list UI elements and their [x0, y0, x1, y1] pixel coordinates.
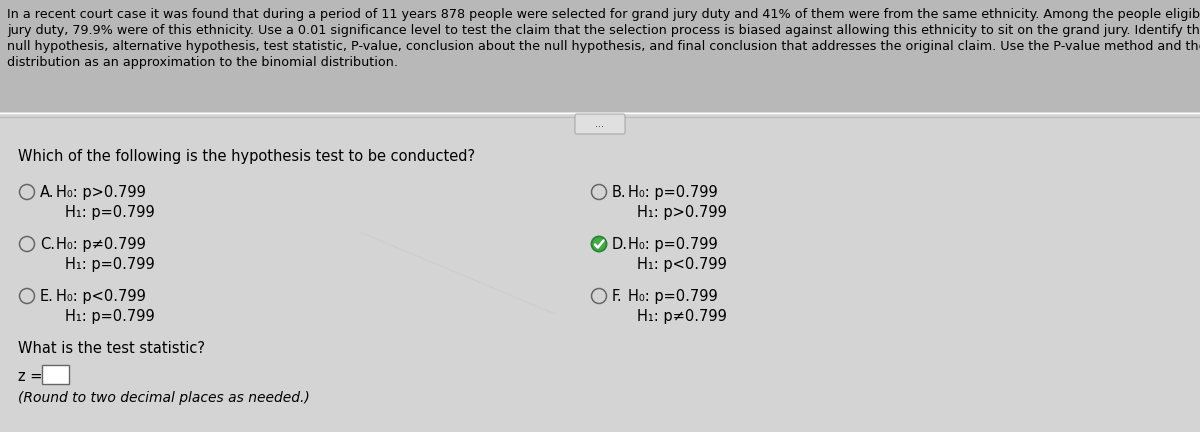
Text: In a recent court case it was found that during a period of 11 years 878 people : In a recent court case it was found that… [7, 8, 1200, 21]
Text: A.: A. [40, 185, 54, 200]
Circle shape [19, 236, 35, 251]
Circle shape [19, 289, 35, 304]
Text: D.: D. [612, 237, 628, 252]
Text: E.: E. [40, 289, 54, 304]
Text: H₀: p=0.799: H₀: p=0.799 [628, 185, 718, 200]
Text: H₁: p>0.799: H₁: p>0.799 [637, 205, 727, 220]
Text: H₁: p<0.799: H₁: p<0.799 [637, 257, 727, 272]
FancyBboxPatch shape [0, 113, 1200, 432]
Text: H₀: p=0.799: H₀: p=0.799 [628, 237, 718, 252]
Text: C.: C. [40, 237, 55, 252]
Text: H₁: p≠0.799: H₁: p≠0.799 [637, 309, 727, 324]
Text: (Round to two decimal places as needed.): (Round to two decimal places as needed.) [18, 391, 310, 405]
Circle shape [592, 289, 606, 304]
Circle shape [19, 184, 35, 200]
Text: H₀: p<0.799: H₀: p<0.799 [56, 289, 146, 304]
Text: H₁: p=0.799: H₁: p=0.799 [65, 257, 155, 272]
Text: Which of the following is the hypothesis test to be conducted?: Which of the following is the hypothesis… [18, 149, 475, 164]
Text: H₀: p>0.799: H₀: p>0.799 [56, 185, 146, 200]
Text: H₀: p≠0.799: H₀: p≠0.799 [56, 237, 146, 252]
Text: B.: B. [612, 185, 626, 200]
Text: H₁: p=0.799: H₁: p=0.799 [65, 205, 155, 220]
Text: null hypothesis, alternative hypothesis, test statistic, P-value, conclusion abo: null hypothesis, alternative hypothesis,… [7, 40, 1200, 53]
Text: H₀: p=0.799: H₀: p=0.799 [628, 289, 718, 304]
FancyBboxPatch shape [42, 365, 68, 384]
Text: jury duty, 79.9% were of this ethnicity. Use a 0.01 significance level to test t: jury duty, 79.9% were of this ethnicity.… [7, 24, 1200, 37]
Circle shape [592, 236, 606, 251]
Circle shape [592, 184, 606, 200]
FancyBboxPatch shape [575, 114, 625, 134]
FancyBboxPatch shape [0, 0, 1200, 112]
Text: distribution as an approximation to the binomial distribution.: distribution as an approximation to the … [7, 56, 398, 69]
Text: ...: ... [595, 119, 605, 129]
Text: z =: z = [18, 369, 42, 384]
Text: H₁: p=0.799: H₁: p=0.799 [65, 309, 155, 324]
Circle shape [592, 236, 606, 251]
Text: F.: F. [612, 289, 623, 304]
Text: What is the test statistic?: What is the test statistic? [18, 341, 205, 356]
